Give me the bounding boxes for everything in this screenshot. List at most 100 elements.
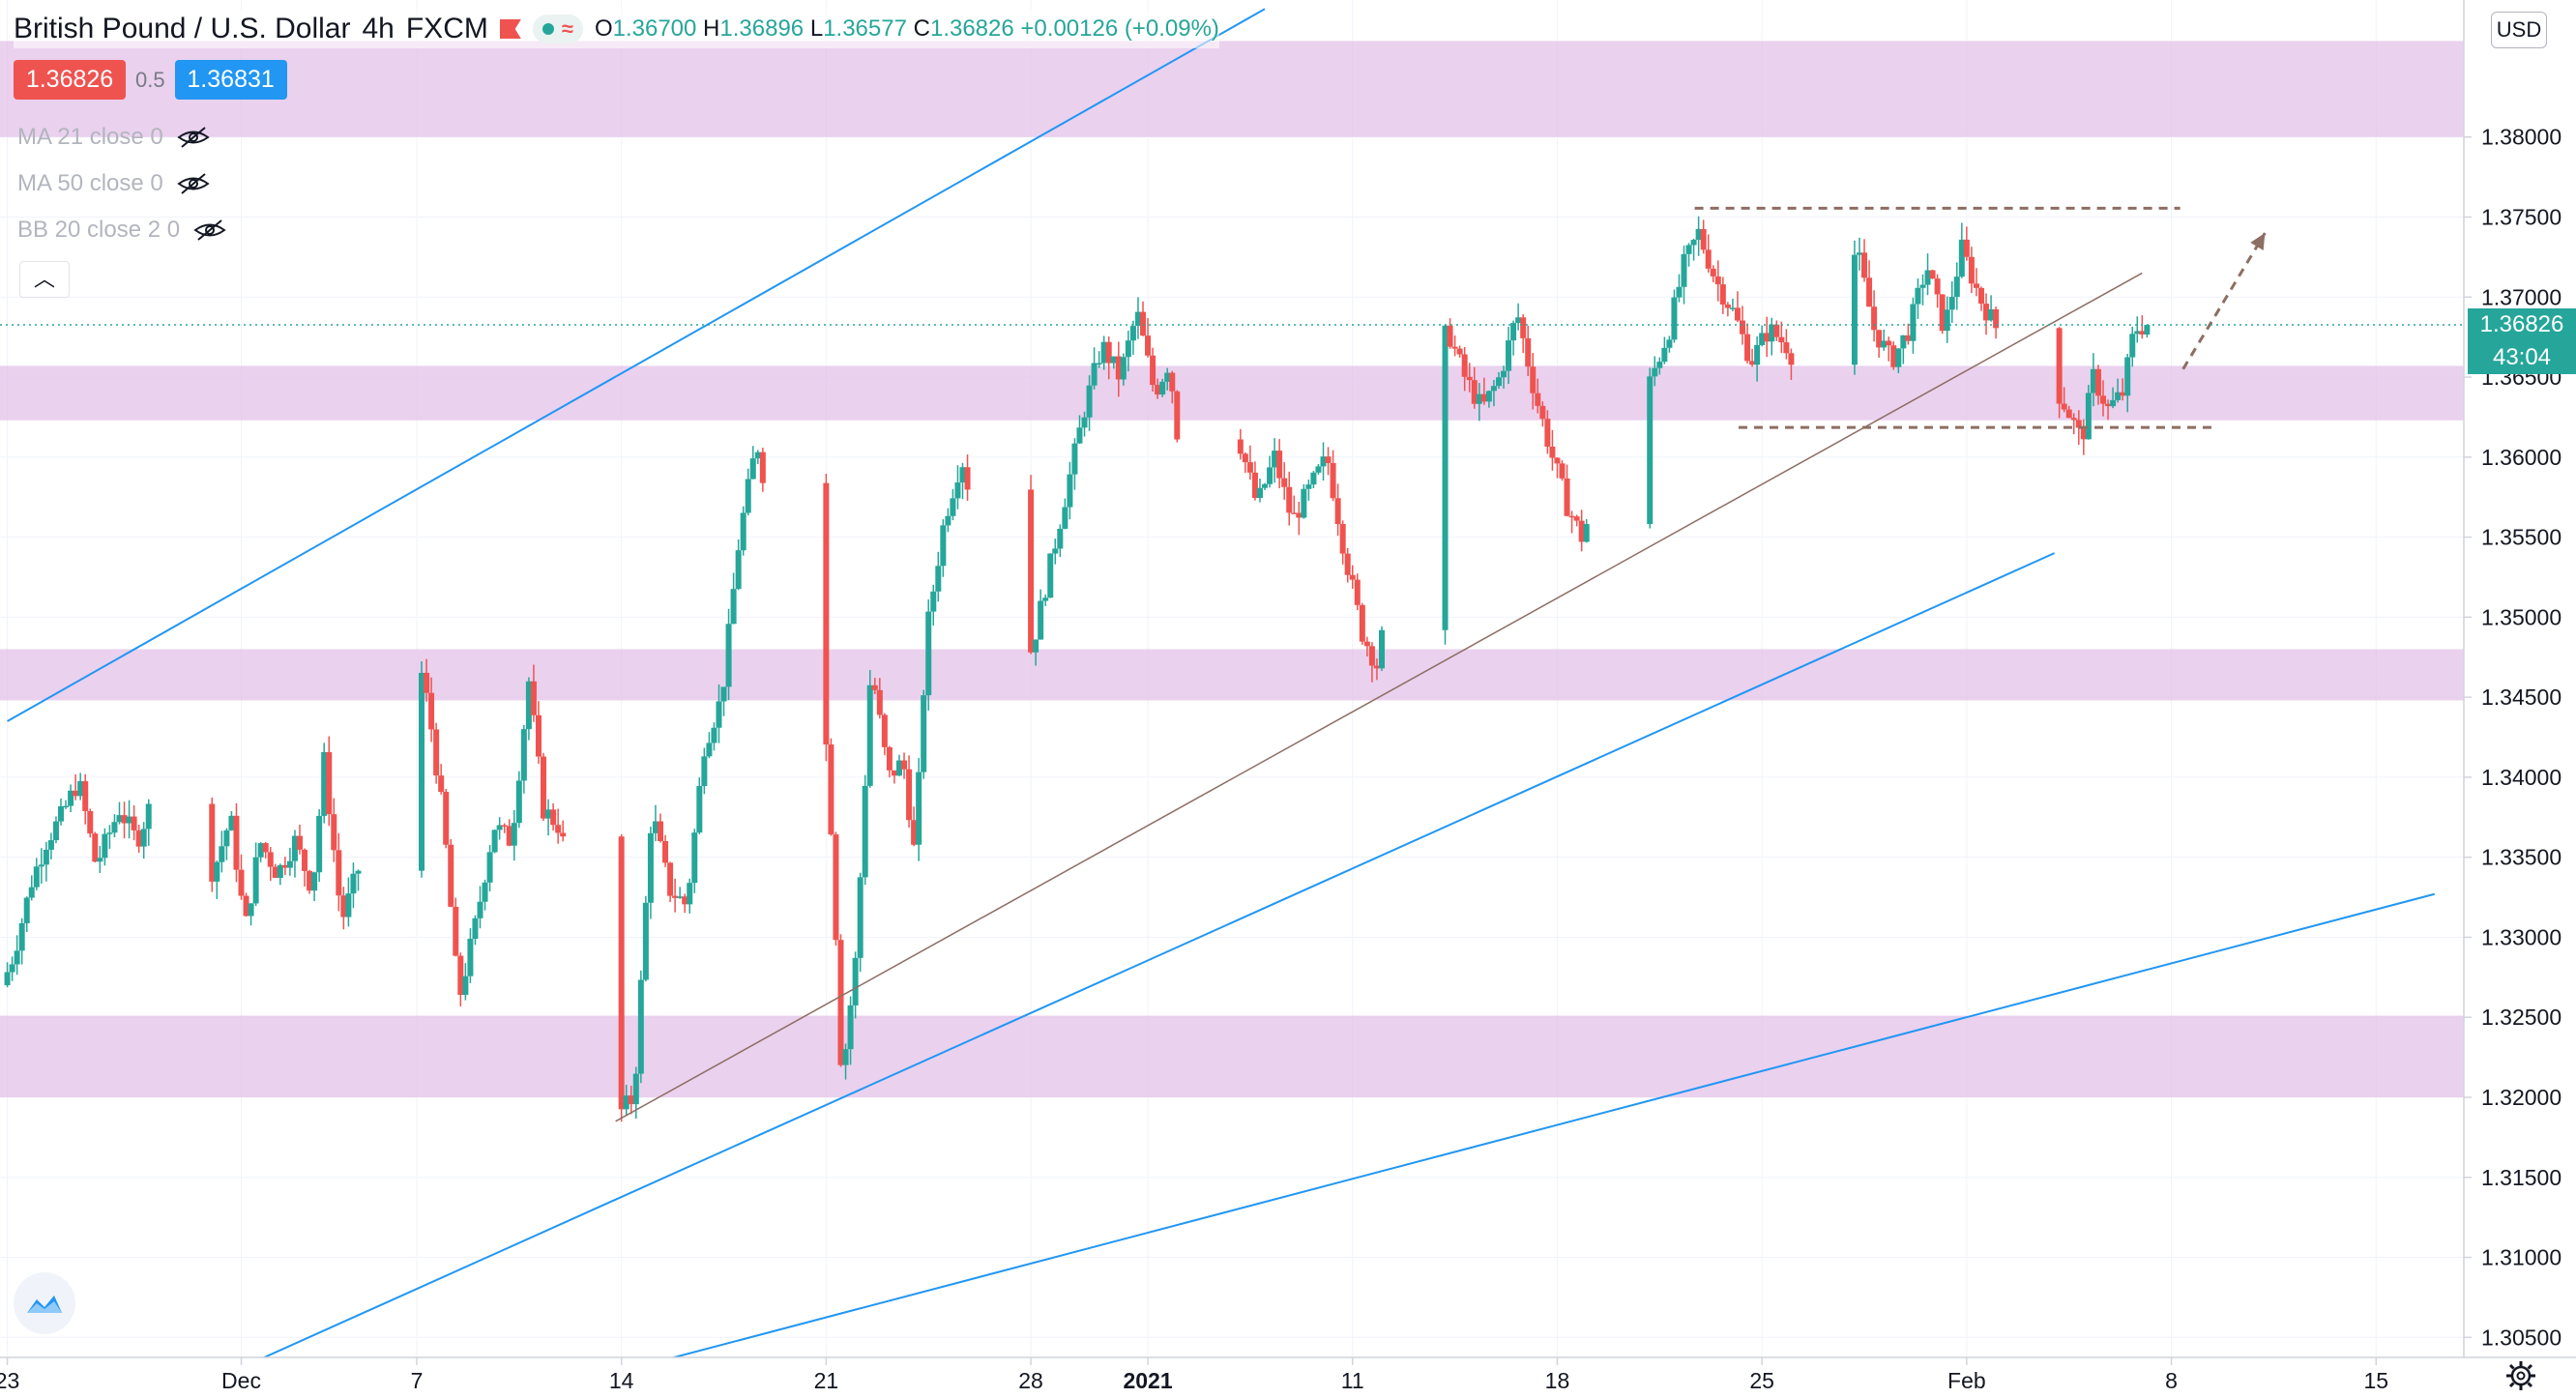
candle-body — [316, 815, 323, 873]
time-axis-panel — [0, 1357, 2576, 1398]
candle-body — [520, 729, 527, 781]
candle-body — [1520, 317, 1527, 338]
candle-body — [672, 895, 679, 898]
symbol-legend[interactable]: British Pound / U.S. Dollar 4h FXCM ≈ O1… — [14, 10, 1219, 48]
candle-body — [1719, 284, 1726, 305]
flag-icon[interactable] — [499, 19, 521, 39]
candle-body — [2090, 368, 2096, 393]
x-tick-label: 23 — [0, 1368, 19, 1393]
x-tick-label: 21 — [814, 1368, 839, 1393]
indicator-bb20[interactable]: BB 20 close 2 0 — [17, 217, 226, 244]
candle-body — [642, 902, 649, 980]
candle-body — [277, 864, 283, 878]
trade-buttons: 1.36826 0.5 1.36831 — [14, 60, 287, 100]
candle-body — [331, 814, 337, 851]
candle-body — [350, 873, 357, 894]
candle-body — [682, 896, 688, 905]
x-tick-label: 15 — [2363, 1368, 2388, 1393]
high-label: H — [703, 15, 720, 42]
y-tick-label: 1.31000 — [2481, 1245, 2561, 1270]
currency-button[interactable]: USD — [2491, 12, 2547, 48]
indicator-ma21[interactable]: MA 21 close 0 — [17, 124, 210, 151]
candle-body — [1554, 457, 1561, 464]
gear-icon[interactable] — [2504, 1359, 2537, 1392]
candle-body — [1983, 304, 1990, 321]
candle-body — [1778, 336, 1785, 343]
candle-body — [525, 681, 532, 730]
candle-body — [1948, 297, 1955, 310]
candle-body — [1256, 487, 1263, 499]
candle-body — [667, 862, 674, 896]
candle-body — [1330, 462, 1336, 499]
candle-body — [876, 689, 883, 715]
x-tick-label: 25 — [1749, 1368, 1774, 1393]
eye-off-icon[interactable] — [177, 127, 210, 148]
y-tick-label: 1.34500 — [2481, 684, 2561, 710]
candle-body — [2070, 418, 2077, 421]
candle-body — [1159, 381, 1166, 395]
candle-body — [833, 834, 839, 941]
candle-body — [257, 843, 264, 858]
market-status-pill[interactable]: ≈ — [532, 15, 583, 44]
symbol-name[interactable]: British Pound / U.S. Dollar — [14, 13, 351, 44]
candle-body — [1583, 524, 1590, 542]
candle-body — [1447, 325, 1453, 347]
indicator-ma50[interactable]: MA 50 close 0 — [17, 170, 210, 197]
chevron-up-icon[interactable]: ︿ — [19, 261, 70, 298]
candle-body — [2144, 325, 2151, 335]
candle-body — [2099, 395, 2106, 404]
candle-body — [1700, 228, 1707, 250]
eye-off-icon[interactable] — [193, 219, 226, 241]
eye-off-icon[interactable] — [177, 173, 210, 194]
candle-body — [63, 805, 70, 808]
candle-body — [1573, 516, 1580, 521]
candle-body — [1968, 256, 1975, 284]
candle-body — [321, 751, 328, 816]
candle-body — [1881, 340, 1888, 348]
candle-body — [121, 815, 128, 824]
candle-body — [2085, 393, 2092, 440]
candle-body — [911, 820, 918, 845]
candle-body — [2115, 392, 2122, 400]
candle-body — [1876, 330, 1883, 348]
interval-label[interactable]: 4h — [362, 13, 395, 44]
candle-body — [1671, 297, 1678, 340]
candle-body — [1501, 370, 1508, 378]
tradingview-logo-icon[interactable] — [14, 1272, 75, 1334]
candle-body — [18, 922, 25, 951]
candles — [4, 216, 2151, 1122]
candle-body — [1734, 307, 1741, 321]
candle-body — [496, 825, 503, 830]
candle-body — [916, 772, 922, 845]
candle-body — [267, 852, 274, 867]
candle-body — [1929, 270, 1936, 279]
sell-button[interactable]: 1.36826 — [14, 60, 126, 100]
indicator-label: BB 20 close 2 0 — [17, 217, 181, 243]
x-tick-label: Feb — [1947, 1368, 1986, 1393]
buy-button[interactable]: 1.36831 — [174, 60, 287, 100]
candle-body — [126, 816, 132, 824]
candle-body — [1685, 245, 1692, 254]
candle-body — [506, 826, 512, 846]
candle-body — [1871, 306, 1878, 331]
y-tick-label: 1.35500 — [2481, 525, 2561, 550]
candle-body — [1052, 548, 1059, 554]
candle-body — [291, 835, 298, 861]
candle-body — [1267, 467, 1273, 484]
candle-body — [1071, 443, 1078, 475]
candle-body — [1905, 335, 1912, 341]
x-tick-label: 14 — [609, 1368, 634, 1393]
candle-body — [457, 955, 464, 996]
candle-body — [2080, 427, 2087, 440]
candle-body — [725, 624, 732, 687]
candle-body — [677, 896, 684, 898]
spread-value: 0.5 — [135, 67, 165, 92]
candle-body — [1296, 512, 1303, 518]
projection-arrow-head — [2250, 233, 2266, 250]
candle-body — [87, 810, 94, 834]
candle-body — [97, 858, 103, 862]
candle-body — [336, 850, 342, 896]
close-value: 1.36826 — [929, 15, 1014, 42]
